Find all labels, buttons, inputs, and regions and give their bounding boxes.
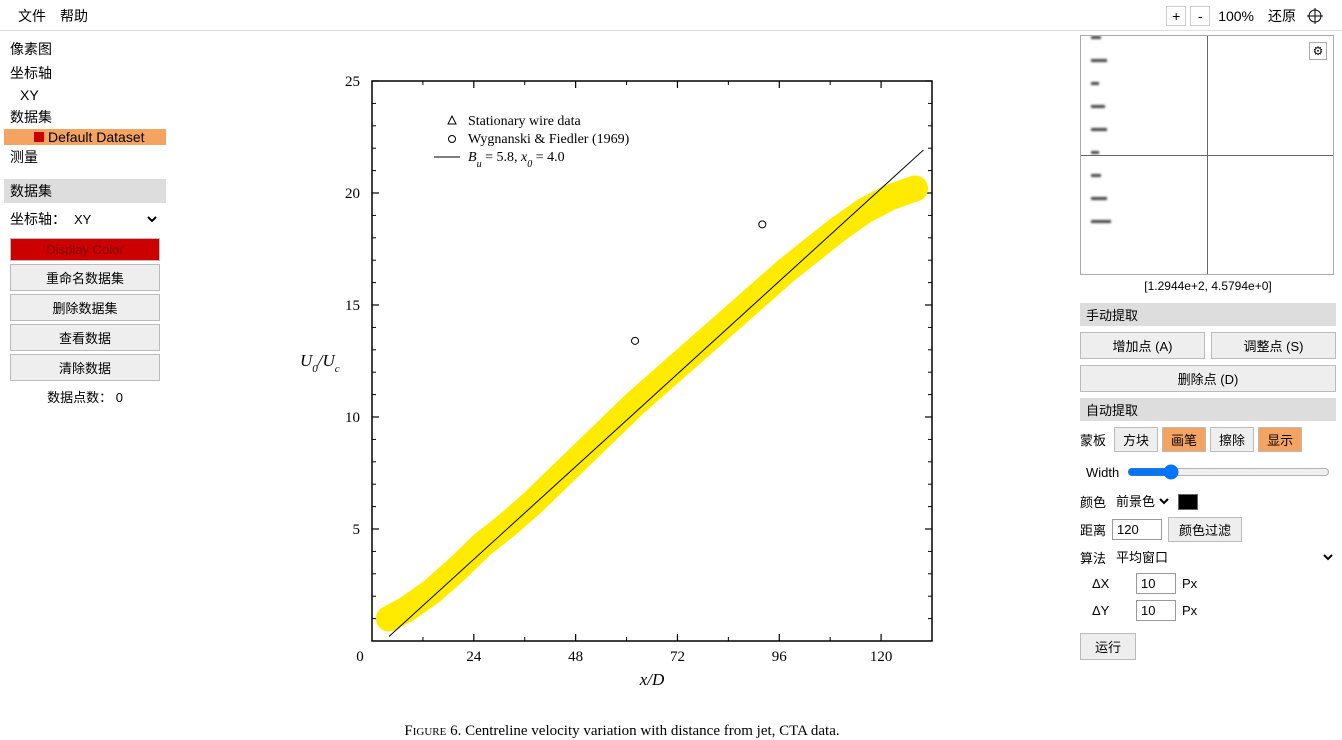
menubar: 文件 帮助 + - 100% 还原 (0, 0, 1342, 31)
delete-dataset-button[interactable]: 删除数据集 (10, 294, 160, 321)
datasets-section-header: 数据集 (4, 179, 166, 203)
width-label: Width (1086, 465, 1119, 480)
tab-box[interactable]: 方块 (1114, 427, 1158, 452)
dy-input[interactable] (1136, 600, 1176, 621)
point-count: 数据点数： 0 (4, 387, 166, 406)
coord-readout: [1.2944e+2, 4.5794e+0] (1080, 279, 1336, 293)
tab-show[interactable]: 显示 (1258, 427, 1302, 452)
auto-extract-header: 自动提取 (1080, 398, 1336, 421)
tree-measure[interactable]: 测量 (4, 145, 166, 169)
dy-unit: Px (1182, 603, 1197, 618)
svg-text:Wygnanski & Fiedler (1969): Wygnanski & Fiedler (1969) (468, 132, 630, 147)
svg-text:72: 72 (670, 649, 685, 665)
add-point-button[interactable]: 增加点 (A) (1080, 332, 1205, 359)
chart-caption: Figure 6. Centreline velocity variation … (272, 723, 972, 740)
svg-text:0: 0 (356, 649, 364, 665)
width-slider[interactable] (1127, 464, 1330, 480)
color-mode-select[interactable]: 前景色 (1112, 493, 1172, 510)
zoom-out-button[interactable]: - (1190, 6, 1210, 26)
dx-input[interactable] (1136, 573, 1176, 594)
menu-file[interactable]: 文件 (18, 6, 46, 26)
svg-text:10: 10 (345, 410, 360, 426)
menu-help[interactable]: 帮助 (60, 6, 88, 26)
zoom-level: 100% (1218, 8, 1254, 24)
svg-text:48: 48 (568, 649, 583, 665)
svg-text:120: 120 (870, 649, 893, 665)
axis-select-label: 坐标轴： (10, 209, 66, 229)
display-color-button[interactable]: Display Color (10, 238, 160, 261)
svg-text:96: 96 (772, 649, 788, 665)
zoom-reset-button[interactable]: 还原 (1268, 6, 1296, 26)
svg-text:15: 15 (345, 298, 360, 314)
algo-select[interactable]: 平均窗口 (1112, 549, 1336, 566)
distance-label: 距离 (1080, 520, 1106, 539)
rename-dataset-button[interactable]: 重命名数据集 (10, 264, 160, 291)
manual-extract-header: 手动提取 (1080, 303, 1336, 326)
chart-container[interactable]: 24487296120510152025x/DU0/Uc0Stationary … (272, 51, 972, 740)
zoom-controls: + - 100% 还原 (1166, 6, 1324, 26)
dx-unit: Px (1182, 576, 1197, 591)
chart-svg[interactable]: 24487296120510152025x/DU0/Uc0Stationary … (272, 51, 972, 711)
right-panel: ⚙ [1.2944e+2, 4.5794e+0] 手动提取 增加点 (A) 调整… (1074, 31, 1342, 721)
svg-text:5: 5 (353, 522, 361, 538)
axis-select[interactable]: XY (70, 211, 160, 228)
svg-text:Stationary wire data: Stationary wire data (468, 114, 582, 129)
tab-brush[interactable]: 画笔 (1162, 427, 1206, 452)
svg-text:25: 25 (345, 74, 360, 90)
tree-xy[interactable]: XY (4, 85, 166, 105)
preview-crosshair-v (1207, 36, 1208, 274)
adjust-point-button[interactable]: 调整点 (S) (1211, 332, 1336, 359)
color-filter-button[interactable]: 颜色过滤 (1168, 517, 1242, 542)
dataset-color-swatch (34, 132, 44, 142)
preview-box: ⚙ (1080, 35, 1334, 275)
tab-erase[interactable]: 擦除 (1210, 427, 1254, 452)
view-data-button[interactable]: 查看数据 (10, 324, 160, 351)
svg-text:24: 24 (466, 649, 482, 665)
mask-label: 蒙板 (1080, 430, 1106, 449)
tree-default-dataset[interactable]: Default Dataset (4, 129, 166, 145)
tree-pixelmap[interactable]: 像素图 (4, 37, 166, 61)
dx-label: ΔX (1092, 576, 1130, 591)
tree-axes[interactable]: 坐标轴 (4, 61, 166, 85)
color-label: 颜色 (1080, 492, 1106, 511)
dataset-label: Default Dataset (48, 129, 145, 145)
distance-input[interactable] (1112, 519, 1162, 540)
dy-label: ΔY (1092, 603, 1130, 618)
left-panel: 像素图 坐标轴 XY 数据集 Default Dataset 测量 数据集 坐标… (0, 31, 170, 721)
run-button[interactable]: 运行 (1080, 633, 1136, 660)
tree-datasets[interactable]: 数据集 (4, 105, 166, 129)
svg-text:x/D: x/D (639, 670, 665, 689)
zoom-in-button[interactable]: + (1166, 6, 1186, 26)
color-swatch[interactable] (1178, 494, 1198, 510)
svg-text:20: 20 (345, 186, 360, 202)
center-panel: 24487296120510152025x/DU0/Uc0Stationary … (170, 31, 1074, 721)
clear-data-button[interactable]: 清除数据 (10, 354, 160, 381)
preview-ticks (1091, 36, 1111, 243)
gear-icon[interactable]: ⚙ (1309, 42, 1327, 60)
crosshair-icon[interactable] (1306, 7, 1324, 25)
algo-label: 算法 (1080, 548, 1106, 567)
delete-point-button[interactable]: 删除点 (D) (1080, 365, 1336, 392)
